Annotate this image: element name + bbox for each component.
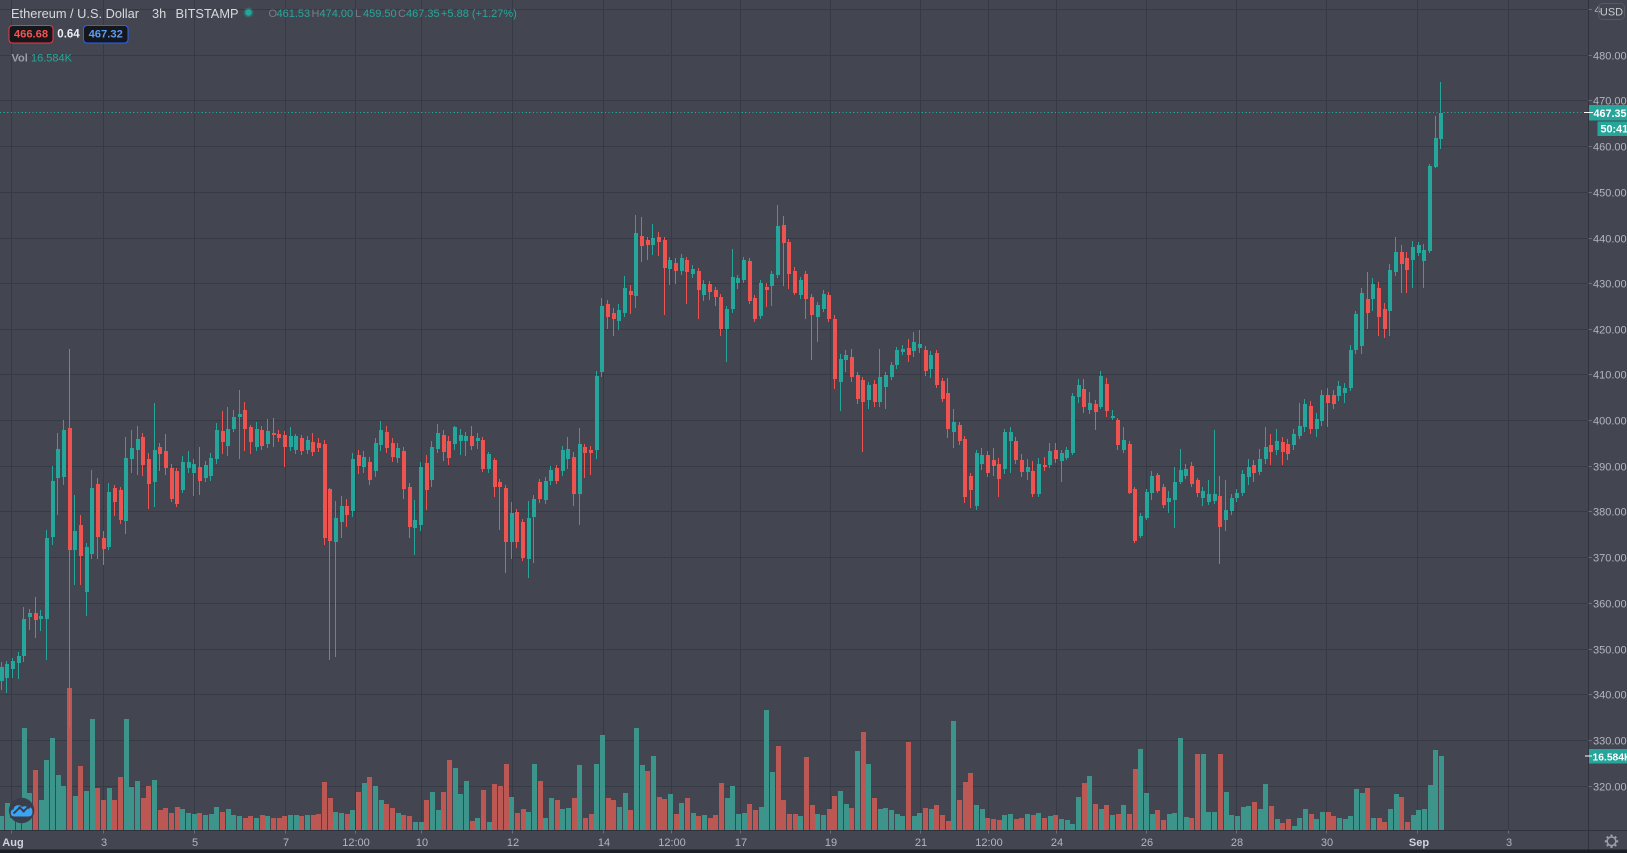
- svg-text:O: O: [269, 8, 278, 20]
- svg-text:330.00: 330.00: [1593, 736, 1627, 748]
- svg-text:420.00: 420.00: [1593, 325, 1627, 337]
- svg-text:4: 4: [1595, 5, 1601, 17]
- svg-text:Vol: Vol: [12, 53, 28, 65]
- svg-text:370.00: 370.00: [1593, 553, 1627, 565]
- svg-text:461.53: 461.53: [277, 8, 311, 20]
- svg-text:390.00: 390.00: [1593, 462, 1627, 474]
- svg-text:459.50: 459.50: [363, 8, 397, 20]
- svg-text:12: 12: [507, 837, 519, 849]
- svg-text:12:00: 12:00: [342, 837, 370, 849]
- svg-text:Ethereum / U.S. Dollar: Ethereum / U.S. Dollar: [11, 6, 140, 21]
- svg-text:H: H: [312, 8, 320, 20]
- svg-text:30: 30: [1321, 837, 1333, 849]
- svg-text:50:41: 50:41: [1601, 123, 1627, 135]
- svg-text:3: 3: [1506, 837, 1512, 849]
- svg-text:400.00: 400.00: [1593, 416, 1627, 428]
- svg-text:7: 7: [283, 837, 289, 849]
- svg-text:16.584K: 16.584K: [31, 53, 73, 65]
- svg-text:450.00: 450.00: [1593, 188, 1627, 200]
- svg-text:10: 10: [416, 837, 428, 849]
- svg-text:470.00: 470.00: [1593, 96, 1627, 108]
- svg-text:0.64: 0.64: [57, 29, 80, 41]
- svg-text:28: 28: [1231, 837, 1243, 849]
- svg-text:+5.88 (+1.27%): +5.88 (+1.27%): [441, 8, 517, 20]
- svg-text:467.35: 467.35: [1594, 108, 1627, 120]
- svg-text:17: 17: [735, 837, 747, 849]
- svg-text:5: 5: [192, 837, 198, 849]
- svg-text:467.35: 467.35: [406, 8, 440, 20]
- svg-text:14: 14: [598, 837, 610, 849]
- svg-text:Aug: Aug: [2, 837, 23, 849]
- svg-text:L: L: [355, 8, 361, 20]
- svg-text:340.00: 340.00: [1593, 690, 1627, 702]
- svg-text:460.00: 460.00: [1593, 142, 1627, 154]
- svg-text:3h: 3h: [152, 6, 166, 21]
- svg-text:380.00: 380.00: [1593, 507, 1627, 519]
- svg-text:320.00: 320.00: [1593, 782, 1627, 794]
- svg-text:21: 21: [915, 837, 927, 849]
- svg-text:BITSTAMP: BITSTAMP: [176, 6, 239, 21]
- svg-text:430.00: 430.00: [1593, 279, 1627, 291]
- svg-text:466.68: 466.68: [14, 29, 48, 41]
- svg-text:12:00: 12:00: [658, 837, 686, 849]
- svg-text:16.584K: 16.584K: [1593, 752, 1627, 763]
- svg-text:410.00: 410.00: [1593, 370, 1627, 382]
- svg-text:USD: USD: [1600, 7, 1623, 19]
- svg-text:3: 3: [101, 837, 107, 849]
- svg-text:Sep: Sep: [1409, 837, 1429, 849]
- svg-text:350.00: 350.00: [1593, 645, 1627, 657]
- svg-text:24: 24: [1051, 837, 1063, 849]
- svg-text:C: C: [398, 8, 406, 20]
- svg-text:26: 26: [1141, 837, 1153, 849]
- svg-text:440.00: 440.00: [1593, 234, 1627, 246]
- svg-text:474.00: 474.00: [320, 8, 354, 20]
- svg-text:19: 19: [825, 837, 837, 849]
- svg-text:12:00: 12:00: [975, 837, 1003, 849]
- svg-text:467.32: 467.32: [89, 29, 123, 41]
- svg-text:360.00: 360.00: [1593, 599, 1627, 611]
- svg-text:480.00: 480.00: [1593, 51, 1627, 63]
